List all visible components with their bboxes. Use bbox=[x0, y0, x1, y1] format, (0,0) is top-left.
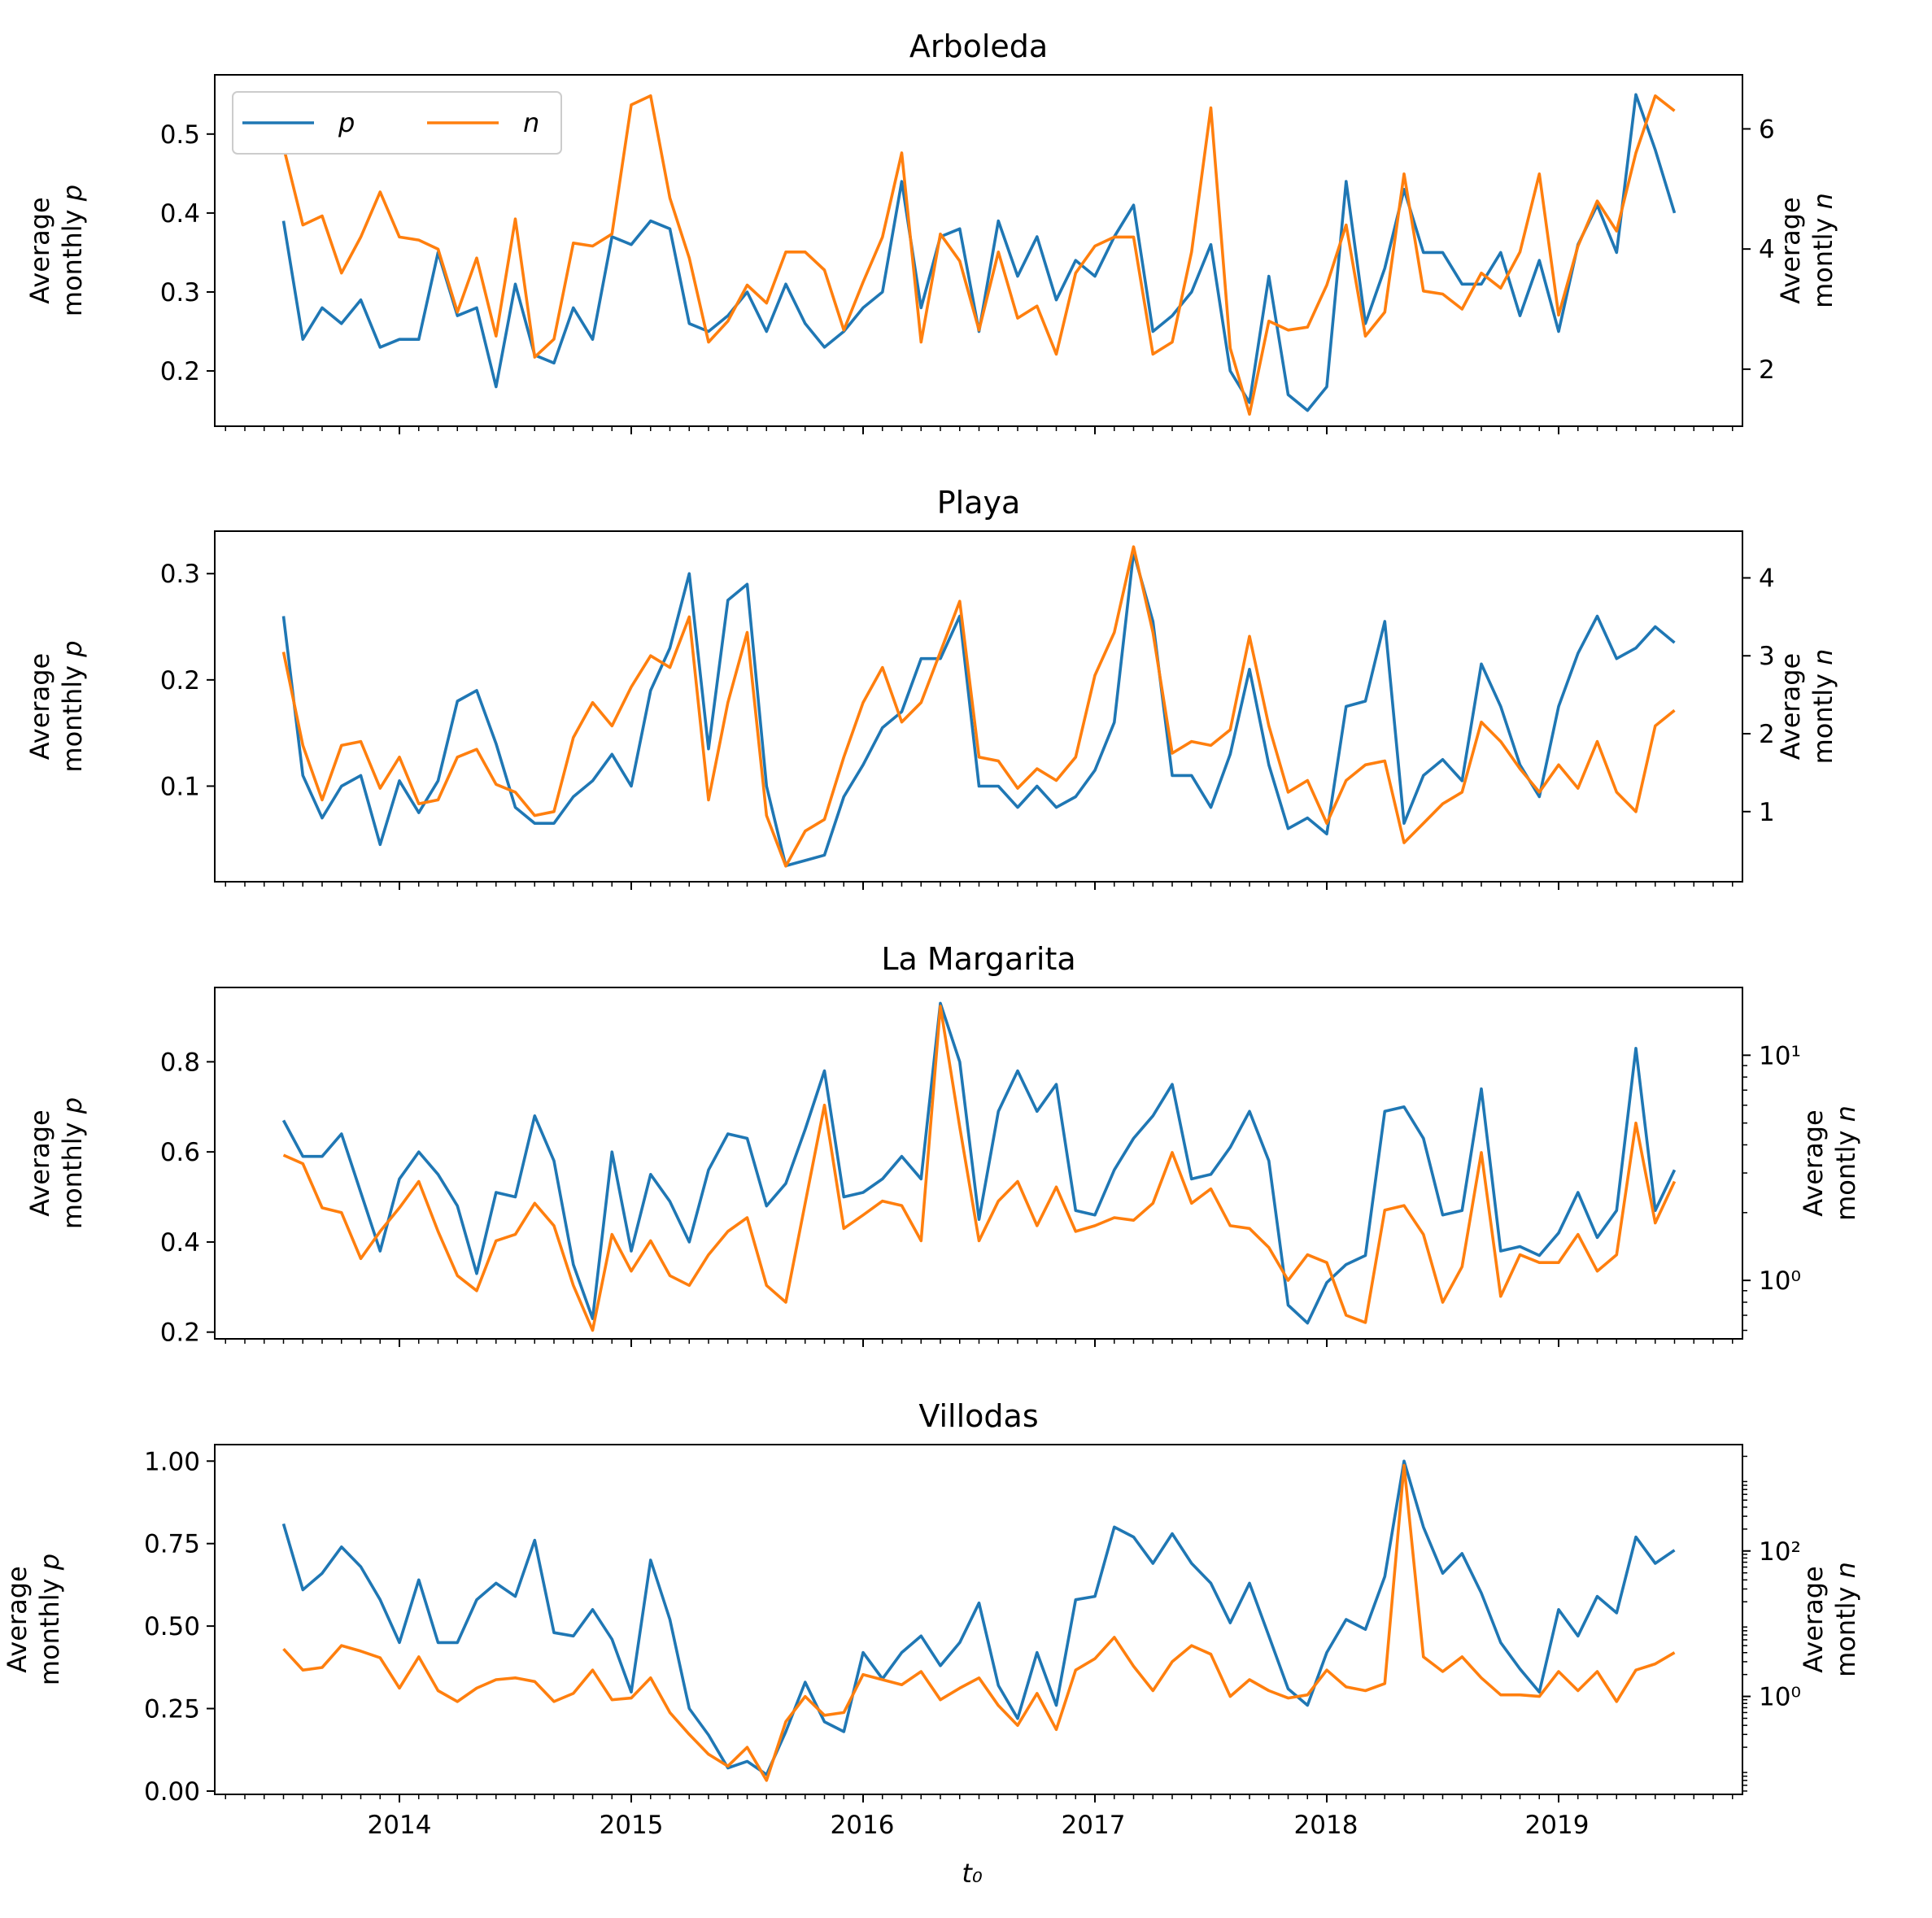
left-axis-title: Averagemonthly p bbox=[24, 1097, 88, 1229]
series-line-p bbox=[281, 1001, 1677, 1325]
panel-playa: Playa 0.1 0.2 0.3 1 2 3 4 Averagemonthly p Averag… bbox=[24, 485, 1838, 890]
right-tick-label: 10² bbox=[1759, 1537, 1801, 1567]
series-line-p bbox=[281, 1459, 1676, 1776]
right-axis-title: Averagemontly n bbox=[1775, 193, 1838, 308]
right-tick-label: 10⁰ bbox=[1759, 1683, 1801, 1712]
legend-label-n: n bbox=[523, 107, 539, 138]
axes-frame bbox=[214, 987, 1743, 1340]
left-tick-label: 0.2 bbox=[160, 357, 200, 386]
panel-villodas: Villodas0.000.250.500.751.0010⁰10²Averag… bbox=[2, 1398, 1861, 1889]
panel-title: La Margarita bbox=[881, 941, 1075, 977]
x-tick-label: 2018 bbox=[1294, 1811, 1359, 1840]
left-tick-label: 0.25 bbox=[144, 1695, 200, 1724]
panel-la-margarita: La Margarita 0.2 0.4 0.6 0.8 10⁰ 10¹ Averagemon… bbox=[24, 941, 1861, 1348]
x-axis-title: t₀ bbox=[962, 1858, 983, 1889]
axes-frame bbox=[214, 1444, 1743, 1795]
left-tick-label: 0.50 bbox=[144, 1612, 200, 1641]
left-axis-title: Averagemonthly p bbox=[2, 1554, 65, 1685]
x-tick-label: 2015 bbox=[600, 1811, 664, 1840]
legend-label-p: p bbox=[338, 107, 355, 138]
x-tick-label: 2019 bbox=[1525, 1811, 1590, 1840]
left-axis-title: Averagemonthly p bbox=[24, 185, 88, 316]
left-tick-label: 0.2 bbox=[160, 666, 200, 695]
axes-frame bbox=[214, 530, 1743, 883]
left-tick-label: 0.1 bbox=[160, 772, 200, 801]
panel-title: Arboleda bbox=[909, 28, 1048, 64]
right-tick-label: 10⁰ bbox=[1759, 1266, 1801, 1296]
series-line-n bbox=[281, 94, 1676, 416]
left-tick-label: 0.4 bbox=[160, 199, 200, 229]
right-tick-label: 4 bbox=[1759, 564, 1775, 593]
x-tick-label: 2014 bbox=[368, 1811, 432, 1840]
left-tick-label: 0.5 bbox=[160, 120, 200, 150]
left-tick-label: 0.8 bbox=[160, 1048, 200, 1077]
left-tick-label: 0.3 bbox=[160, 560, 200, 589]
series-line-n bbox=[282, 1463, 1676, 1782]
right-tick-label: 10¹ bbox=[1759, 1041, 1801, 1070]
left-tick-label: 0.75 bbox=[144, 1530, 200, 1559]
series-line-n bbox=[281, 545, 1676, 868]
left-tick-label: 0.2 bbox=[160, 1319, 200, 1348]
x-tick-label: 2016 bbox=[831, 1811, 895, 1840]
right-tick-label: 4 bbox=[1759, 235, 1775, 264]
panel-title: Villodas bbox=[918, 1398, 1038, 1434]
left-tick-label: 0.00 bbox=[144, 1777, 200, 1807]
right-tick-label: 3 bbox=[1759, 642, 1775, 671]
right-axis-title: Averagemontly n bbox=[1798, 1105, 1861, 1221]
panel-title: Playa bbox=[937, 485, 1021, 521]
right-tick-label: 6 bbox=[1759, 115, 1775, 144]
panel-arboleda: Arboleda 0.2 0.3 0.4 0.5 2 4 6 Averagemonthly p A… bbox=[24, 28, 1838, 434]
left-tick-label: 0.3 bbox=[160, 278, 200, 307]
right-axis-title: Averagemontly n bbox=[1775, 649, 1838, 765]
left-tick-label: 0.4 bbox=[160, 1228, 200, 1258]
left-axis-title: Averagemonthly p bbox=[24, 640, 88, 772]
left-tick-label: 1.00 bbox=[144, 1447, 200, 1476]
left-tick-label: 0.6 bbox=[160, 1138, 200, 1167]
series-line-p bbox=[281, 551, 1676, 868]
legend-box bbox=[232, 91, 562, 155]
right-tick-label: 2 bbox=[1759, 720, 1775, 749]
series-line-n bbox=[282, 1005, 1677, 1332]
right-tick-label: 1 bbox=[1759, 798, 1775, 827]
right-axis-title: Averagemontly n bbox=[1798, 1562, 1861, 1677]
x-tick-label: 2017 bbox=[1062, 1811, 1126, 1840]
right-tick-label: 2 bbox=[1759, 355, 1775, 385]
